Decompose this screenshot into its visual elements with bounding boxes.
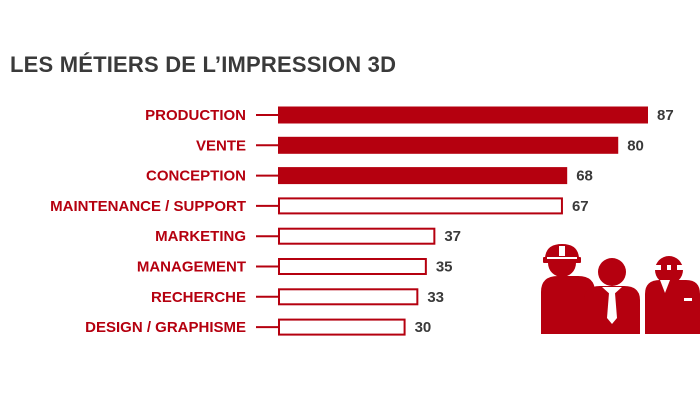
category-label: PRODUCTION xyxy=(145,107,246,124)
bar xyxy=(278,258,427,275)
chart-title: LES MÉTIERS DE L’IMPRESSION 3D xyxy=(10,52,397,77)
bar xyxy=(278,197,563,215)
category-label: MANAGEMENT xyxy=(137,259,246,276)
value-label: 35 xyxy=(436,259,453,276)
bars-layer: PRODUCTION 87 VENTE 80 CONCEPTION 68 MAINTENAN… xyxy=(50,106,674,336)
value-label: 67 xyxy=(572,198,589,215)
bar xyxy=(278,167,568,185)
value-label: 30 xyxy=(415,319,432,336)
value-label: 80 xyxy=(627,137,644,154)
bar xyxy=(278,227,436,245)
value-label: 87 xyxy=(657,107,674,124)
engineer-goggles-icon xyxy=(645,256,700,334)
bar xyxy=(278,106,648,124)
category-label: MAINTENANCE / SUPPORT xyxy=(50,198,246,215)
value-label: 37 xyxy=(444,228,461,245)
category-label: DESIGN / GRAPHISME xyxy=(85,319,246,336)
bar xyxy=(278,136,619,154)
category-label: CONCEPTION xyxy=(146,168,246,185)
businessman-tie-icon xyxy=(584,258,640,334)
worker-helmet-icon xyxy=(541,244,595,334)
category-label: RECHERCHE xyxy=(151,289,246,306)
category-label: MARKETING xyxy=(155,228,246,245)
bar xyxy=(278,288,419,306)
people-illustration xyxy=(541,244,700,334)
category-label: VENTE xyxy=(196,137,246,154)
value-label: 33 xyxy=(427,289,444,306)
value-label: 68 xyxy=(576,168,593,185)
bar xyxy=(278,318,406,336)
